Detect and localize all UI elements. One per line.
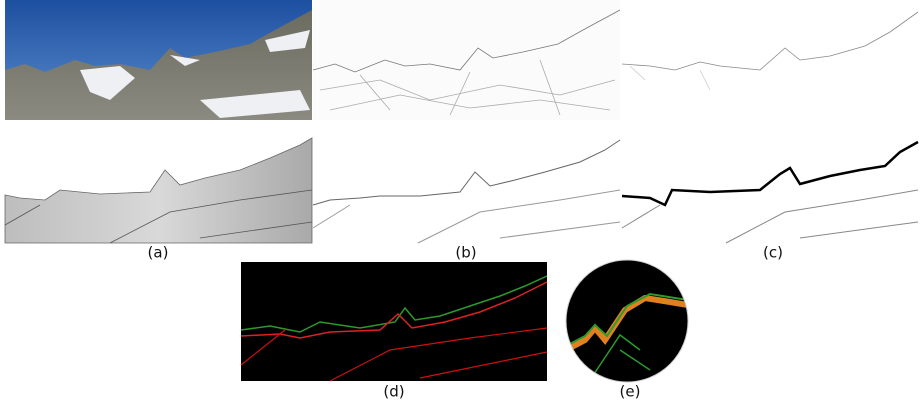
- caption: (a): [148, 244, 169, 262]
- edge-panel: [313, 0, 620, 120]
- sparse-panel: [622, 12, 918, 90]
- caption: (b): [455, 244, 476, 262]
- edge-panel: [622, 142, 918, 243]
- depth-panel: [5, 138, 312, 243]
- photo-panel: [5, 0, 312, 120]
- caption: (e): [620, 383, 641, 401]
- caption: (d): [383, 383, 404, 401]
- figure: (a) (b) (c) (d) (e): [0, 0, 920, 403]
- zoom-panel: [566, 260, 688, 382]
- overlay-panel: [241, 262, 547, 381]
- caption: (c): [763, 244, 783, 262]
- edge-panel: [313, 140, 620, 243]
